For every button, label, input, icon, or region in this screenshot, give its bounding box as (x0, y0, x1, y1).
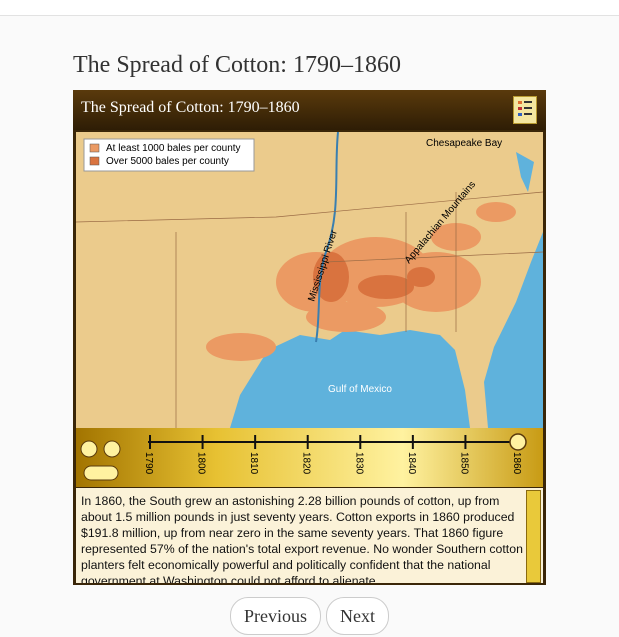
map: At least 1000 bales per county Over 5000… (76, 132, 543, 428)
widget-title: The Spread of Cotton: 1790–1860 (81, 99, 300, 116)
legend-toggle[interactable] (513, 96, 537, 124)
next-button[interactable] (103, 440, 121, 458)
description-text: In 1860, the South grew an astonishing 2… (81, 494, 523, 583)
borders (76, 191, 543, 428)
timeline-knob[interactable] (509, 433, 527, 451)
map-label: Chesapeake Bay (426, 138, 502, 149)
timeline-year: 1820 (301, 452, 312, 475)
timeline-year: 1840 (406, 452, 417, 475)
timeline: 1790 1800 1810 1820 1830 1840 1850 1860 (76, 428, 543, 487)
timeline-year: 1830 (353, 452, 364, 475)
widget-header: The Spread of Cotton: 1790–1860 (73, 90, 546, 130)
page-title: The Spread of Cotton: 1790–1860 (73, 52, 401, 78)
atlantic (484, 232, 543, 428)
gulf (230, 330, 470, 428)
bay (516, 152, 534, 192)
legend-item: At least 1000 bales per county (106, 143, 241, 154)
scrollbar[interactable] (526, 490, 541, 583)
mississippi (315, 132, 339, 343)
timeline-year: 1790 (143, 452, 154, 475)
description: In 1860, the South grew an astonishing 2… (76, 488, 543, 583)
legend-item: Over 5000 bales per county (106, 156, 229, 167)
top-bar (0, 0, 619, 16)
icon (518, 101, 532, 116)
timeline-year: 1800 (196, 452, 207, 475)
timeline-year: 1810 (248, 452, 259, 475)
previous-button[interactable]: Previous (230, 597, 321, 635)
prev-button[interactable] (80, 440, 98, 458)
timeline-year: 1860 (511, 452, 522, 475)
cotton-widget: The Spread of Cotton: 1790–1860 (73, 90, 546, 585)
map-label: Gulf of Mexico (328, 384, 392, 395)
timeline-year: 1850 (458, 452, 469, 475)
next-button[interactable]: Next (326, 597, 389, 635)
play-button[interactable] (83, 465, 119, 481)
timeline-svg: 1790 1800 1810 1820 1830 1840 1850 1860 (80, 433, 527, 481)
legend: At least 1000 bales per county Over 5000… (83, 138, 255, 172)
